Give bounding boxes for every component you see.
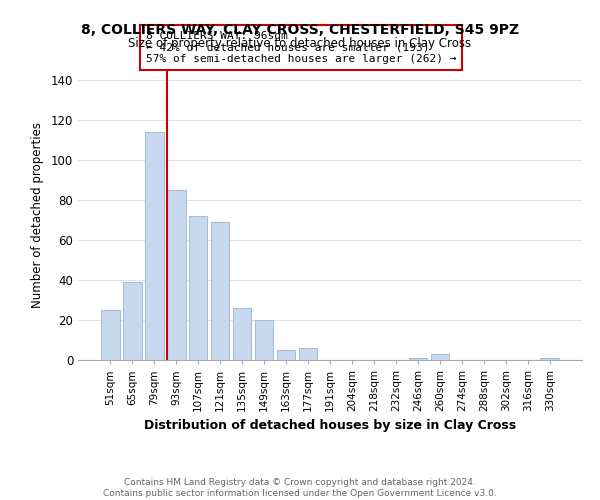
Bar	[299, 348, 317, 360]
Text: Contains HM Land Registry data © Crown copyright and database right 2024.
Contai: Contains HM Land Registry data © Crown c…	[103, 478, 497, 498]
Bar	[277, 350, 295, 360]
Bar	[409, 358, 427, 360]
Text: 8, COLLIERS WAY, CLAY CROSS, CHESTERFIELD, S45 9PZ: 8, COLLIERS WAY, CLAY CROSS, CHESTERFIEL…	[81, 22, 519, 36]
Text: 8 COLLIERS WAY: 96sqm
← 42% of detached houses are smaller (193)
57% of semi-det: 8 COLLIERS WAY: 96sqm ← 42% of detached …	[146, 31, 457, 64]
Bar	[211, 222, 229, 360]
Bar	[541, 358, 559, 360]
Bar	[255, 320, 274, 360]
Bar	[167, 190, 185, 360]
Bar	[145, 132, 164, 360]
Bar	[233, 308, 251, 360]
Bar	[101, 310, 119, 360]
Bar	[189, 216, 208, 360]
X-axis label: Distribution of detached houses by size in Clay Cross: Distribution of detached houses by size …	[144, 420, 516, 432]
Bar	[123, 282, 142, 360]
Bar	[431, 354, 449, 360]
Text: Size of property relative to detached houses in Clay Cross: Size of property relative to detached ho…	[128, 38, 472, 51]
Y-axis label: Number of detached properties: Number of detached properties	[31, 122, 44, 308]
